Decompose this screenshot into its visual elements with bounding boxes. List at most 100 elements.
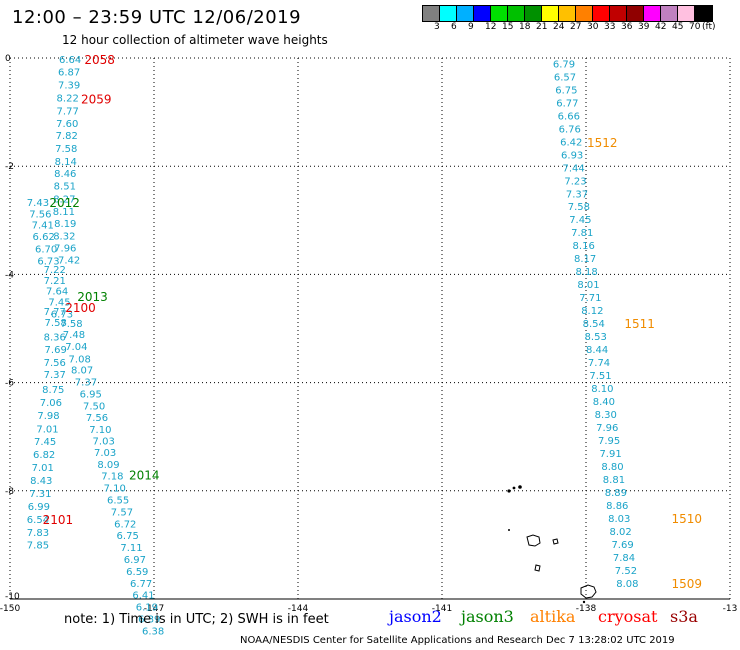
colorbar-swatch bbox=[440, 6, 457, 21]
colorbar-swatch bbox=[661, 6, 678, 21]
wave-height-value: 7.11 bbox=[120, 543, 142, 554]
wave-height-value: 7.98 bbox=[37, 411, 59, 422]
wave-height-value: 6.73 bbox=[37, 256, 59, 267]
wave-height-value: 7.74 bbox=[588, 358, 610, 369]
wave-height-value: 7.08 bbox=[69, 354, 91, 365]
wave-height-value: 6.66 bbox=[558, 111, 580, 122]
wave-height-value: 7.58 bbox=[45, 318, 67, 329]
wave-height-value: 7.51 bbox=[589, 371, 611, 382]
wave-height-value: 7.71 bbox=[579, 293, 601, 304]
colorbar-swatch bbox=[576, 6, 593, 21]
wave-height-value: 8.08 bbox=[616, 579, 638, 590]
wave-height-value: 7.44 bbox=[562, 163, 584, 174]
wave-height-value: 8.07 bbox=[71, 366, 93, 377]
wave-height-value: 7.58 bbox=[60, 319, 82, 330]
wave-height-value: 7.85 bbox=[27, 540, 49, 551]
legend-entry: altika bbox=[530, 607, 576, 626]
wave-height-value: 7.04 bbox=[65, 342, 87, 353]
wave-height-value: 7.37 bbox=[566, 189, 588, 200]
wave-height-value: 6.55 bbox=[107, 495, 129, 506]
pass-time-label: 1509 bbox=[671, 577, 702, 591]
legend-entry: jason2 bbox=[389, 607, 442, 626]
wave-height-value: 8.27 bbox=[53, 195, 75, 206]
wave-height-value: 7.52 bbox=[615, 566, 637, 577]
x-tick-label: -13 bbox=[723, 604, 738, 614]
colorbar-label: 18 bbox=[519, 22, 531, 32]
wave-height-value: 6.82 bbox=[33, 450, 55, 461]
wave-height-value: 7.10 bbox=[104, 484, 126, 495]
island-dot bbox=[508, 529, 510, 531]
wave-height-value: 8.75 bbox=[42, 385, 64, 396]
colorbar-swatch bbox=[457, 6, 474, 21]
wave-height-value: 6.79 bbox=[553, 59, 575, 70]
legend-entry: cryosat bbox=[598, 607, 658, 626]
wave-height-value: 7.37 bbox=[75, 378, 97, 389]
island-outline bbox=[526, 534, 541, 547]
island-outline bbox=[552, 538, 559, 545]
axis-ticks: -150 -147 -144 -141 -138 -13 0 -2 -4 -6 -8 -10 bbox=[0, 54, 737, 614]
wave-height-value: 8.12 bbox=[581, 306, 603, 317]
island-dot bbox=[512, 486, 516, 490]
wave-height-value: 7.01 bbox=[32, 463, 54, 474]
wave-height-value: 8.86 bbox=[606, 501, 628, 512]
wave-height-value: 6.99 bbox=[28, 502, 50, 513]
wave-height-value: 8.18 bbox=[575, 267, 597, 278]
coastline-islands bbox=[507, 485, 597, 604]
colorbar-label: (ft) bbox=[702, 22, 716, 32]
wave-height-value: 7.95 bbox=[598, 436, 620, 447]
wave-height-value: 7.58 bbox=[55, 144, 77, 155]
wave-height-value: 7.41 bbox=[32, 221, 54, 232]
wave-height-value: 7.43 bbox=[27, 198, 49, 209]
y-tick-label: 0 bbox=[5, 54, 11, 64]
colorbar-swatch bbox=[542, 6, 559, 21]
wave-height-value: 7.45 bbox=[569, 215, 591, 226]
wave-height-value: 6.75 bbox=[555, 85, 577, 96]
wave-height-value: 8.32 bbox=[53, 231, 75, 242]
footnote: note: 1) Time is in UTC; 2) SWH is in fe… bbox=[64, 612, 329, 627]
colorbar-label: 24 bbox=[553, 22, 565, 32]
wave-height-value: 6.42 bbox=[560, 137, 582, 148]
wave-height-value: 8.53 bbox=[585, 332, 607, 343]
wave-height-value: 7.58 bbox=[568, 202, 590, 213]
wave-height-value: 7.56 bbox=[86, 413, 108, 424]
wave-height-value: 7.45 bbox=[34, 437, 56, 448]
pass-time-label: 2058 bbox=[84, 53, 115, 67]
x-tick-label: -147 bbox=[144, 604, 164, 614]
island-outline bbox=[580, 584, 597, 599]
wave-height-value: 7.22 bbox=[44, 265, 66, 276]
wave-height-value: 7.96 bbox=[54, 243, 76, 254]
colorbar-label: 33 bbox=[604, 22, 616, 32]
wave-height-value: 8.43 bbox=[30, 476, 52, 487]
colorbar-swatch bbox=[610, 6, 627, 21]
colorbar-label: 42 bbox=[655, 22, 667, 32]
colorbar-swatch bbox=[644, 6, 661, 21]
wave-height-value: 7.77 bbox=[44, 307, 66, 318]
wave-height-value: 7.69 bbox=[611, 540, 633, 551]
colorbar-label: 30 bbox=[587, 22, 599, 32]
x-tick-label: -138 bbox=[576, 604, 597, 614]
wave-height-value: 7.83 bbox=[27, 528, 49, 539]
x-tick-label: -144 bbox=[288, 604, 309, 614]
wave-height-value: 7.10 bbox=[89, 425, 111, 436]
wave-height-value: 6.54 bbox=[27, 515, 49, 526]
colorbar-label: 36 bbox=[621, 22, 633, 32]
wave-height-value: 8.46 bbox=[54, 169, 76, 180]
colorbar-label: 70 bbox=[689, 22, 701, 32]
wave-height-value: 7.57 bbox=[111, 507, 133, 518]
wave-height-value: 6.41 bbox=[132, 591, 154, 602]
wave-height-value: 7.81 bbox=[571, 228, 593, 239]
wave-height-value: 6.62 bbox=[33, 232, 55, 243]
wave-height-value: 7.06 bbox=[40, 398, 62, 409]
wave-height-value: 8.09 bbox=[97, 460, 119, 471]
y-tick-label: -10 bbox=[5, 592, 20, 602]
legend-entry: s3a bbox=[670, 607, 698, 626]
wave-height-value: 7.03 bbox=[93, 436, 115, 447]
colorbar-label: 3 bbox=[434, 22, 440, 32]
wave-height-value: 8.16 bbox=[573, 241, 595, 252]
colorbar-swatch bbox=[627, 6, 644, 21]
colorbar-swatch bbox=[695, 6, 712, 21]
colorbar-label: 6 bbox=[451, 22, 457, 32]
wave-height-value: 7.50 bbox=[83, 401, 105, 412]
